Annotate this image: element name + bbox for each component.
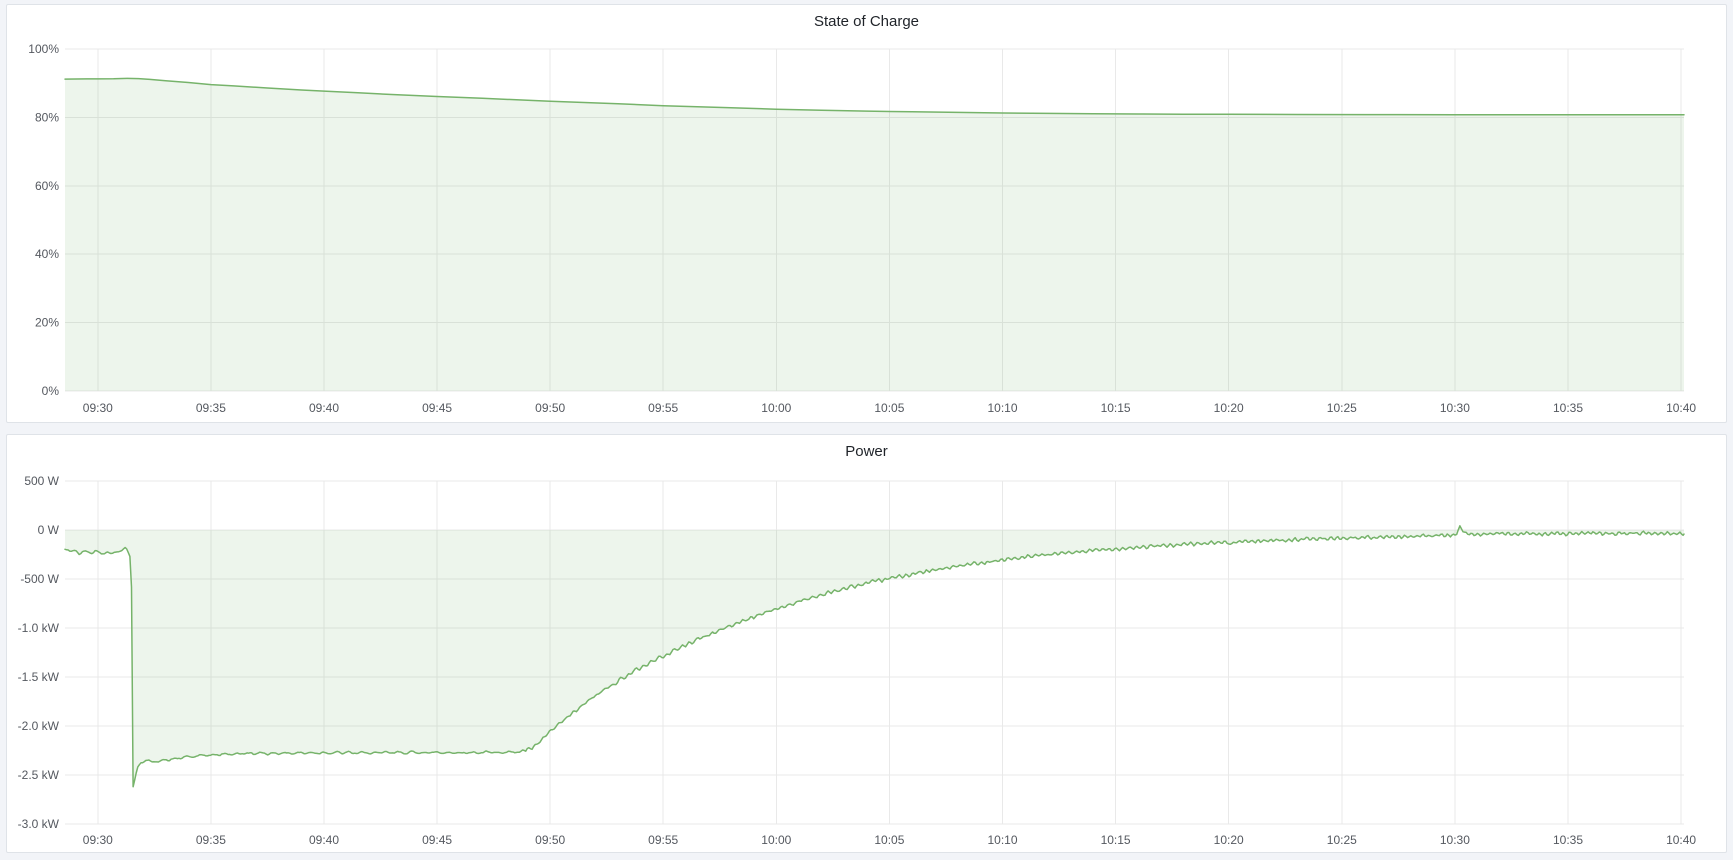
x-tick-label: 10:05 [874,401,904,415]
x-tick-label: 09:35 [196,401,226,415]
x-tick-label: 09:45 [422,401,452,415]
y-tick-label: 500 W [24,474,59,488]
series-line [64,525,1685,788]
x-tick-label: 10:15 [1101,833,1131,847]
x-tick-label: 09:30 [83,401,113,415]
x-tick-label: 10:35 [1553,833,1583,847]
x-tick-label: 10:20 [1214,833,1244,847]
y-tick-label: -1.5 kW [18,670,60,684]
x-tick-label: 10:05 [874,833,904,847]
x-tick-label: 10:35 [1553,401,1583,415]
x-tick-label: 10:30 [1440,833,1470,847]
y-tick-label: -1.0 kW [18,621,60,635]
x-tick-label: 09:30 [83,833,113,847]
x-tick-label: 10:00 [761,833,791,847]
series-line [64,77,1685,116]
panel-power: Power 500 W 0 W -500 W -1.0 kW -1.5 kW -2.0 k… [6,434,1727,853]
state-of-charge-plot: 100% 80% 60% 40% 20% 0% 09:30 09:35 09:40 09:45 09… [28,42,1696,415]
y-tick-label: -2.0 kW [18,719,60,733]
x-tick-label: 09:55 [648,833,678,847]
x-tick-label: 10:25 [1327,401,1357,415]
x-tick-label: 09:45 [422,833,452,847]
x-tick-label: 10:10 [987,833,1017,847]
panel-title-power[interactable]: Power [845,443,888,460]
series-area [65,78,1684,392]
y-tick-label: 0 W [38,523,60,537]
y-tick-label: -3.0 kW [18,817,60,831]
series-area [65,525,1684,787]
y-tick-label: 60% [35,179,59,193]
x-tick-label: 09:50 [535,833,565,847]
y-tick-label: 80% [35,110,59,124]
y-tick-label: 0% [42,384,60,398]
y-tick-label: 40% [35,247,59,261]
power-plot: 500 W 0 W -500 W -1.0 kW -1.5 kW -2.0 kW -2.5 … [18,474,1697,847]
power-chart[interactable]: 500 W 0 W -500 W -1.0 kW -1.5 kW -2.0 kW -2.5 … [7,435,1726,852]
x-tick-label: 10:00 [761,401,791,415]
x-tick-label: 10:40 [1666,401,1696,415]
y-tick-label: -500 W [20,572,59,586]
x-tick-label: 09:35 [196,833,226,847]
x-tick-label: 09:50 [535,401,565,415]
x-tick-label: 10:20 [1214,401,1244,415]
x-tick-label: 10:25 [1327,833,1357,847]
x-tick-label: 09:40 [309,401,339,415]
x-tick-label: 10:15 [1101,401,1131,415]
x-tick-label: 09:40 [309,833,339,847]
panel-title-state-of-charge[interactable]: State of Charge [813,13,920,30]
x-tick-label: 10:40 [1666,833,1696,847]
x-tick-label: 09:55 [648,401,678,415]
y-tick-label: 20% [35,316,59,330]
y-tick-label: 100% [28,42,59,56]
state-of-charge-chart[interactable]: 100% 80% 60% 40% 20% 0% 09:30 09:35 09:40 09:45 09… [7,5,1726,422]
x-tick-label: 10:10 [987,401,1017,415]
y-tick-label: -2.5 kW [18,768,60,782]
panel-state-of-charge: State of Charge 100% 80% 60% 40% 20% 0% 09:30 0… [6,4,1727,423]
x-tick-label: 10:30 [1440,401,1470,415]
